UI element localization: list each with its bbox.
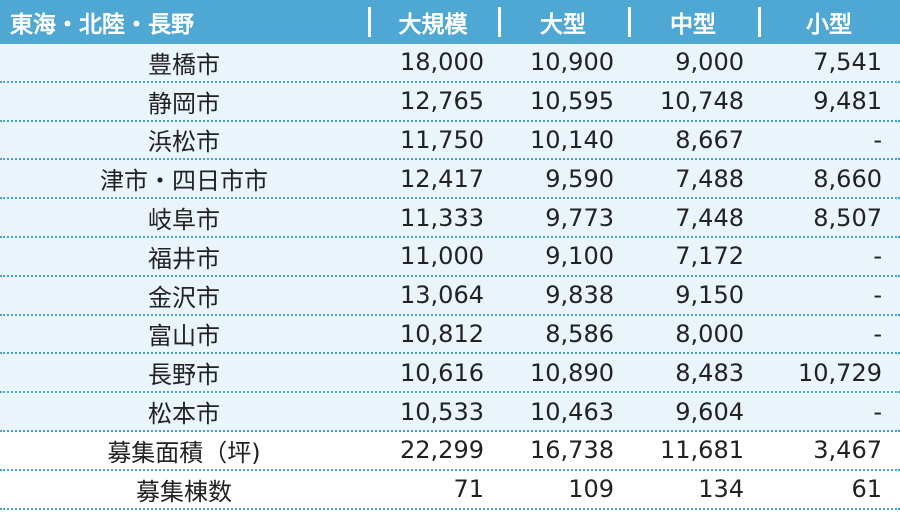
table-row: 静岡市 12,765 10,595 10,748 9,481 bbox=[0, 82, 900, 122]
summary-row-buildings: 募集棟数 71 109 134 61 bbox=[0, 470, 900, 510]
small-cell: 10,729 bbox=[798, 358, 882, 387]
large-cell: 9,773 bbox=[545, 203, 614, 232]
header-separator bbox=[368, 7, 371, 37]
small-cell: 8,660 bbox=[813, 164, 882, 193]
medium-cell: 9,000 bbox=[675, 48, 744, 77]
medium-cell: 7,488 bbox=[675, 164, 744, 193]
small-cell: - bbox=[873, 319, 882, 348]
medium-cell: 134 bbox=[698, 475, 744, 504]
large-cell: 9,838 bbox=[545, 281, 614, 310]
medium-cell: 10,748 bbox=[660, 87, 744, 116]
small-cell: 9,481 bbox=[813, 87, 882, 116]
large-scale-cell: 18,000 bbox=[400, 48, 484, 77]
city-cell: 津市・四日市市 bbox=[100, 167, 268, 196]
medium-cell: 8,000 bbox=[675, 319, 744, 348]
table-row: 岐阜市 11,333 9,773 7,448 8,507 bbox=[0, 199, 900, 238]
header-small-label: 小型 bbox=[806, 12, 852, 38]
large-scale-cell: 71 bbox=[453, 475, 484, 504]
table-row: 浜松市 11,750 10,140 8,667 - bbox=[0, 121, 900, 161]
medium-cell: 9,150 bbox=[675, 281, 744, 310]
large-scale-cell: 12,765 bbox=[400, 87, 484, 116]
large-scale-cell: 11,333 bbox=[400, 203, 484, 232]
large-scale-cell: 10,812 bbox=[400, 319, 484, 348]
large-scale-cell: 10,616 bbox=[400, 358, 484, 387]
table-row: 豊橋市 18,000 10,900 9,000 7,541 bbox=[0, 44, 900, 83]
medium-cell: 8,483 bbox=[675, 358, 744, 387]
table-row: 金沢市 13,064 9,838 9,150 - bbox=[0, 276, 900, 316]
large-cell: 10,890 bbox=[530, 358, 614, 387]
city-cell: 松本市 bbox=[148, 400, 220, 429]
city-cell: 長野市 bbox=[148, 361, 220, 390]
header-medium-label: 中型 bbox=[670, 12, 716, 38]
header-medium: 中型 bbox=[628, 5, 758, 39]
summary-label-cell: 募集棟数 bbox=[136, 477, 232, 506]
small-cell: - bbox=[873, 397, 882, 426]
header-large-scale: 大規模 bbox=[368, 5, 498, 39]
large-cell: 10,900 bbox=[530, 48, 614, 77]
city-cell: 金沢市 bbox=[148, 283, 220, 312]
small-cell: - bbox=[873, 281, 882, 310]
summary-label-cell: 募集面積（坪) bbox=[107, 438, 261, 467]
large-scale-cell: 22,299 bbox=[400, 436, 484, 465]
small-cell: 7,541 bbox=[813, 48, 882, 77]
large-cell: 16,738 bbox=[530, 436, 614, 465]
medium-cell: 7,448 bbox=[675, 203, 744, 232]
header-large-label: 大型 bbox=[540, 12, 586, 38]
large-scale-cell: 11,000 bbox=[400, 242, 484, 271]
header-large-scale-label: 大規模 bbox=[398, 12, 468, 38]
large-scale-cell: 13,064 bbox=[400, 281, 484, 310]
large-cell: 109 bbox=[568, 475, 614, 504]
city-cell: 静岡市 bbox=[148, 89, 220, 118]
header-separator bbox=[498, 7, 501, 37]
header-large: 大型 bbox=[498, 5, 628, 39]
large-scale-cell: 10,533 bbox=[400, 397, 484, 426]
medium-cell: 8,667 bbox=[675, 125, 744, 154]
medium-cell: 7,172 bbox=[675, 242, 744, 271]
table-row: 津市・四日市市 12,417 9,590 7,488 8,660 bbox=[0, 160, 900, 200]
table-row: 富山市 10,812 8,586 8,000 - bbox=[0, 315, 900, 355]
large-cell: 9,100 bbox=[545, 242, 614, 271]
table-row: 福井市 11,000 9,100 7,172 - bbox=[0, 237, 900, 277]
table-row: 長野市 10,616 10,890 8,483 10,729 bbox=[0, 354, 900, 394]
city-cell: 福井市 bbox=[148, 244, 220, 273]
header-region: 東海・北陸・長野 bbox=[10, 12, 194, 38]
header-separator bbox=[758, 7, 761, 37]
city-cell: 豊橋市 bbox=[148, 50, 220, 79]
table-header-row: 東海・北陸・長野 大規模 大型 中型 小型 bbox=[0, 0, 900, 44]
header-separator bbox=[628, 7, 631, 37]
large-cell: 10,140 bbox=[530, 125, 614, 154]
large-cell: 10,463 bbox=[530, 397, 614, 426]
large-cell: 9,590 bbox=[545, 164, 614, 193]
large-cell: 10,595 bbox=[530, 87, 614, 116]
medium-cell: 9,604 bbox=[675, 397, 744, 426]
small-cell: - bbox=[873, 242, 882, 271]
city-cell: 富山市 bbox=[148, 322, 220, 351]
medium-cell: 11,681 bbox=[660, 436, 744, 465]
large-scale-cell: 12,417 bbox=[400, 164, 484, 193]
city-cell: 岐阜市 bbox=[148, 206, 220, 235]
large-cell: 8,586 bbox=[545, 319, 614, 348]
city-cell: 浜松市 bbox=[148, 128, 220, 157]
header-small: 小型 bbox=[758, 5, 900, 39]
small-cell: - bbox=[873, 125, 882, 154]
large-scale-cell: 11,750 bbox=[400, 125, 484, 154]
small-cell: 8,507 bbox=[813, 203, 882, 232]
small-cell: 61 bbox=[851, 475, 882, 504]
small-cell: 3,467 bbox=[813, 436, 882, 465]
table-row: 松本市 10,533 10,463 9,604 - bbox=[0, 393, 900, 432]
summary-row-area: 募集面積（坪) 22,299 16,738 11,681 3,467 bbox=[0, 431, 900, 471]
rent-table: 東海・北陸・長野 大規模 大型 中型 小型 豊橋市 18,000 10,900 … bbox=[0, 0, 900, 510]
